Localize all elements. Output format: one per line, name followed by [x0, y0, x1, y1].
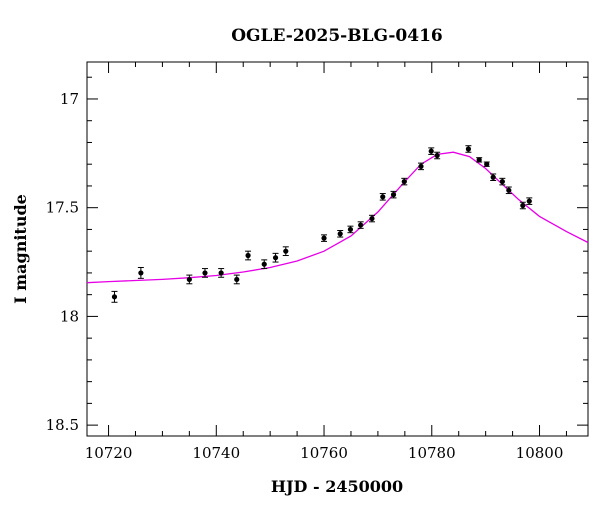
model-curve-layer: [86, 151, 589, 284]
data-points-layer: [111, 145, 533, 303]
point-marker: [428, 148, 434, 154]
y-tick-label: 17: [60, 90, 79, 108]
data-point: [245, 250, 252, 261]
data-point: [261, 259, 268, 270]
y-tick-label: 18: [60, 307, 79, 325]
data-point: [368, 214, 375, 223]
point-marker: [506, 187, 512, 193]
data-point: [186, 274, 193, 285]
point-marker: [272, 255, 279, 261]
data-point: [490, 173, 497, 182]
point-marker: [234, 276, 240, 283]
data-point: [337, 230, 344, 238]
data-point: [476, 157, 483, 163]
point-marker: [283, 248, 289, 254]
data-point: [272, 252, 279, 263]
y-tick-label: 18.5: [46, 416, 79, 434]
data-point: [465, 145, 472, 153]
point-marker: [245, 252, 251, 259]
point-marker: [526, 198, 532, 204]
point-marker: [202, 270, 208, 276]
data-point: [201, 268, 208, 278]
model-curve: [86, 151, 589, 284]
point-marker: [138, 270, 144, 276]
data-point: [379, 193, 386, 201]
data-point: [526, 197, 533, 205]
chart-title: OGLE-2025-BLG-0416: [231, 26, 443, 46]
point-marker: [186, 276, 192, 283]
data-point: [347, 225, 354, 234]
point-marker: [380, 194, 386, 200]
point-marker: [418, 163, 424, 169]
x-tick-label: 10720: [85, 444, 133, 462]
point-marker: [261, 261, 267, 267]
data-point: [357, 221, 364, 229]
y-tick-label: 17.5: [46, 199, 79, 217]
point-marker: [484, 161, 490, 167]
data-point: [401, 177, 408, 186]
data-point: [428, 147, 435, 155]
point-marker: [358, 222, 364, 228]
point-marker: [321, 235, 327, 241]
x-tick-label: 10800: [516, 444, 564, 462]
point-marker: [401, 178, 407, 185]
data-point: [519, 201, 526, 210]
point-marker: [434, 152, 440, 159]
data-point: [111, 290, 118, 303]
point-marker: [476, 157, 482, 163]
data-point: [499, 177, 506, 186]
data-point: [218, 268, 225, 278]
plot-axes: [86, 61, 589, 437]
point-marker: [490, 174, 496, 180]
data-point: [505, 186, 512, 195]
point-marker: [465, 146, 472, 152]
tick-labels: 10720 10740 10760 10780 10800 17 17.5 18 18.5: [46, 90, 564, 462]
data-point: [390, 190, 397, 199]
x-tick-label: 10740: [192, 444, 240, 462]
y-axis-label: I magnitude: [11, 194, 30, 304]
data-point: [434, 151, 441, 160]
point-marker: [218, 270, 224, 276]
x-tick-label: 10780: [408, 444, 456, 462]
point-marker: [520, 202, 526, 209]
data-point: [483, 161, 490, 167]
point-marker: [337, 231, 343, 237]
data-point: [418, 162, 424, 171]
data-point: [233, 274, 240, 285]
data-point: [321, 234, 328, 242]
point-marker: [347, 226, 354, 233]
point-marker: [369, 215, 375, 222]
x-axis-label: HJD - 2450000: [271, 477, 403, 496]
data-point: [137, 266, 144, 279]
point-marker: [390, 192, 397, 198]
x-tick-label: 10760: [300, 444, 348, 462]
point-marker: [111, 294, 118, 300]
data-point: [282, 246, 289, 257]
plot-frame: [86, 61, 589, 437]
point-marker: [499, 178, 505, 185]
